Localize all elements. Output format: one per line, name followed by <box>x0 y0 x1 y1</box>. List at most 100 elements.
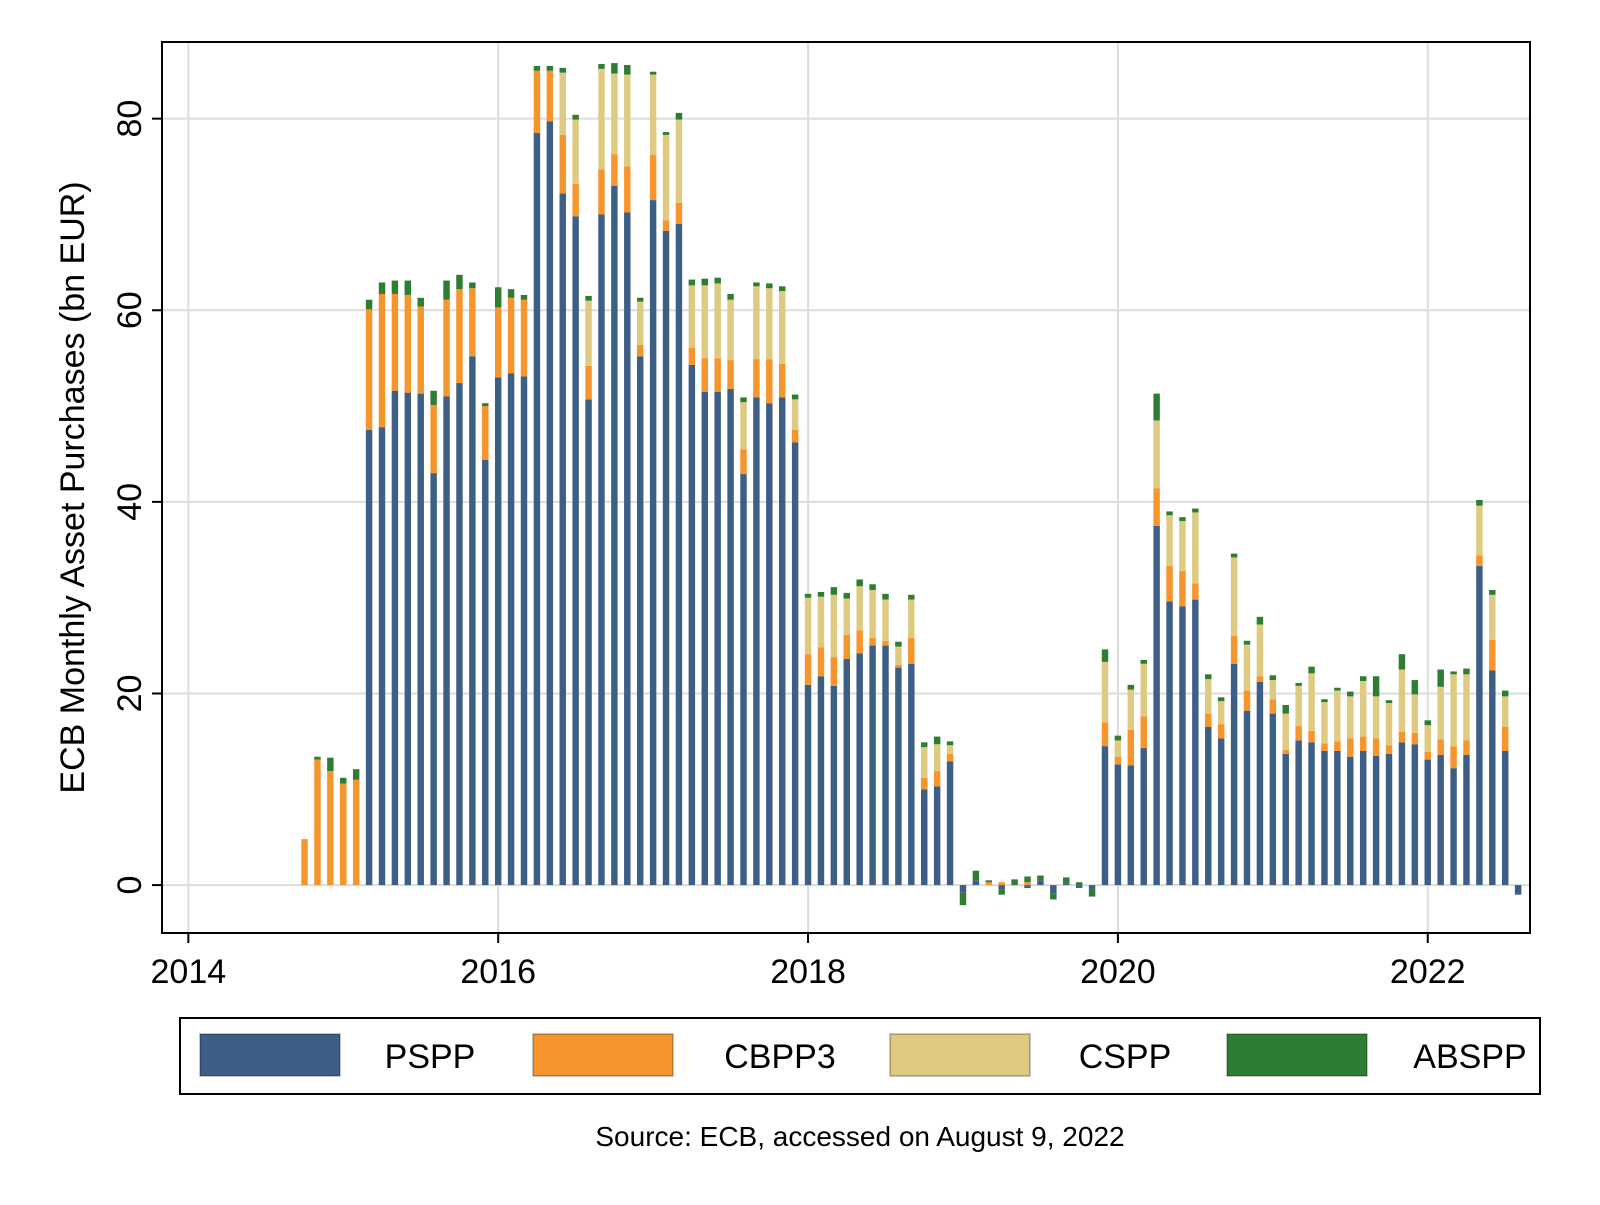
y-tick-label: 40 <box>111 483 149 521</box>
bar-segment-cbpp3 <box>417 306 424 394</box>
bar-segment-cspp <box>1359 681 1367 737</box>
bar-segment-pspp <box>804 684 812 886</box>
bar-segment-cbpp3 <box>766 359 773 404</box>
bar-segment-abspp <box>1359 676 1367 682</box>
bar-segment-cbpp3 <box>727 360 734 389</box>
legend-label: CSPP <box>1079 1038 1172 1076</box>
bar-segment-cspp <box>1501 696 1509 728</box>
bar-segment-abspp <box>533 65 541 71</box>
bar-segment-cbpp3 <box>791 430 799 443</box>
bar-segment-abspp <box>417 297 424 307</box>
bar-segment-cbpp3 <box>430 405 437 474</box>
bar-segment-cbpp3 <box>1321 743 1328 751</box>
bar-segment-abspp <box>430 390 437 406</box>
bar-segment-abspp <box>1489 590 1496 595</box>
bar-segment-abspp <box>649 71 657 75</box>
bar-segment-cspp <box>1385 703 1393 746</box>
bar-segment-pspp <box>1321 750 1328 886</box>
bar-segment-pspp <box>417 393 424 886</box>
y-tick-label: 0 <box>111 876 149 895</box>
bar-segment-pspp <box>791 442 799 886</box>
bar-segment-pspp <box>1308 742 1315 886</box>
bar-segment-pspp <box>856 653 863 886</box>
bar-segment-pspp <box>559 193 566 886</box>
y-tick-label: 20 <box>111 675 149 713</box>
bar-segment-abspp <box>1011 879 1018 886</box>
bar-segment-cbpp3 <box>1411 732 1419 745</box>
bar-segment-cspp <box>701 285 708 359</box>
bar-segment-abspp <box>404 280 412 295</box>
bar-segment-cspp <box>1372 696 1380 739</box>
bar-segment-cspp <box>908 599 915 638</box>
bar-segment-cspp <box>1256 624 1264 677</box>
bar-segment-abspp <box>933 736 941 745</box>
bar-segment-pspp <box>1088 885 1096 889</box>
axes <box>161 41 1531 934</box>
bar-segment-abspp <box>985 880 993 883</box>
bars <box>301 63 1522 906</box>
legend-swatch <box>1226 1033 1368 1077</box>
bar-segment-cbpp3 <box>946 753 954 762</box>
bar-segment-pspp <box>1476 566 1483 886</box>
bar-segment-cspp <box>882 599 889 641</box>
bar-segment-pspp <box>598 214 605 886</box>
bar-segment-abspp <box>1476 499 1483 506</box>
bar-segment-abspp <box>1088 888 1096 897</box>
bar-segment-pspp <box>636 356 644 886</box>
bar-segment-cspp <box>1437 686 1444 740</box>
bar-segment-pspp <box>1269 713 1277 886</box>
bar-segment-pspp <box>1243 710 1251 886</box>
bar-segment-cspp <box>1101 661 1109 723</box>
bar-segment-abspp <box>546 65 554 71</box>
bar-segment-cspp <box>1347 696 1354 739</box>
bar-segment-cbpp3 <box>636 344 644 357</box>
bar-segment-cspp <box>817 596 825 648</box>
bar-segment-pspp <box>1463 754 1470 886</box>
bar-segment-abspp <box>391 280 399 294</box>
bar-segment-pspp <box>662 230 670 886</box>
bar-segment-pspp <box>1140 748 1147 886</box>
bar-segment-pspp <box>908 663 915 886</box>
bar-segment-abspp <box>1450 671 1457 675</box>
bar-segment-cbpp3 <box>1024 882 1031 886</box>
bar-segment-cbpp3 <box>1385 745 1393 754</box>
x-tick-label: 2018 <box>770 953 846 991</box>
bar-segment-abspp <box>675 112 683 120</box>
bar-segment-abspp <box>1424 720 1431 726</box>
bar-segment-cspp <box>1230 557 1238 636</box>
bar-segment-cbpp3 <box>869 637 876 646</box>
x-tick-label: 2016 <box>460 953 536 991</box>
bar-segment-abspp <box>1153 393 1160 421</box>
bar-segment-cspp <box>1463 674 1470 741</box>
bar-segment-pspp <box>869 645 876 886</box>
legend-item-cbpp3: CBPP3 <box>532 1033 836 1077</box>
x-tick-label: 2014 <box>151 953 227 991</box>
legend: PSPP CBPP3 CSPP ABSPP <box>179 1017 1541 1095</box>
bar-segment-abspp <box>727 293 734 300</box>
bar-segment-pspp <box>740 474 747 886</box>
x-tick-label: 2022 <box>1390 953 1466 991</box>
bar-segment-pspp <box>972 880 980 886</box>
bar-segment-cbpp3 <box>1476 555 1483 567</box>
bar-segment-cbpp3 <box>817 647 825 677</box>
bar-segment-cbpp3 <box>1101 722 1109 747</box>
bar-segment-pspp <box>624 212 631 886</box>
bar-segment-abspp <box>843 592 851 599</box>
bar-segment-abspp <box>378 282 386 294</box>
bar-segment-cbpp3 <box>804 654 812 685</box>
bar-segment-abspp <box>856 579 863 587</box>
bar-segment-cspp <box>636 301 644 345</box>
bar-segment-abspp <box>895 641 902 647</box>
bar-segment-cbpp3 <box>1295 726 1302 741</box>
bar-segment-cspp <box>921 747 928 778</box>
bar-segment-cbpp3 <box>1230 636 1238 664</box>
bar-segment-cbpp3 <box>843 635 851 659</box>
bar-segment-pspp <box>507 373 515 886</box>
bar-segment-cspp <box>740 402 747 450</box>
bar-segment-cspp <box>585 300 592 366</box>
bar-segment-cbpp3 <box>1140 716 1147 749</box>
bar-segment-abspp <box>908 594 915 600</box>
bar-segment-pspp <box>1437 754 1444 886</box>
bar-segment-abspp <box>740 397 747 403</box>
bar-segment-abspp <box>572 114 579 120</box>
